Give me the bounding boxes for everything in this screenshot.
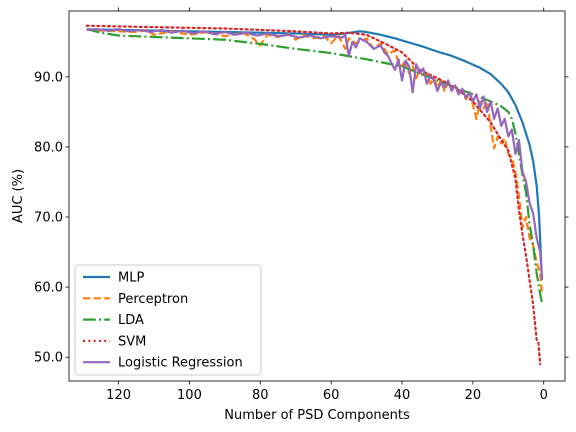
x-tick-label: 0 <box>540 388 548 403</box>
legend-box <box>74 264 262 376</box>
y-axis-label: AUC (%) <box>11 169 26 223</box>
series-layer <box>85 24 544 366</box>
y-axis-ticks: 50.0 60.0 70.0 80.0 90.0 <box>34 70 569 366</box>
x-axis-label: Number of PSD Components <box>224 408 410 423</box>
series-line-svm <box>85 24 542 366</box>
series-line-logistic-regression <box>86 28 544 281</box>
x-tick-label: 60 <box>323 388 340 403</box>
y-tick-label: 70.0 <box>34 211 63 226</box>
legend-label: SVM <box>118 334 146 349</box>
x-axis-ticks: 120 100 80 60 40 20 0 <box>106 7 548 403</box>
x-tick-label: 20 <box>465 388 482 403</box>
y-tick-label: 90.0 <box>34 70 63 85</box>
legend-label: LDA <box>118 313 144 328</box>
x-tick-label: 120 <box>106 388 131 403</box>
series-line-lda <box>86 28 544 303</box>
x-tick-label: 40 <box>394 388 411 403</box>
series-line-mlp <box>86 28 544 281</box>
legend: MLP Perceptron LDA SVM Logistic Regression <box>74 264 262 376</box>
y-tick-label: 80.0 <box>34 140 63 155</box>
y-tick-label: 50.0 <box>34 351 63 366</box>
y-tick-label: 60.0 <box>34 281 63 296</box>
legend-label: Logistic Regression <box>118 356 243 371</box>
x-tick-label: 80 <box>252 388 269 403</box>
axes-frame <box>68 10 566 382</box>
x-tick-label: 100 <box>177 388 202 403</box>
legend-label: MLP <box>118 271 144 286</box>
series-line-perceptron <box>86 28 544 295</box>
legend-label: Perceptron <box>118 292 188 307</box>
